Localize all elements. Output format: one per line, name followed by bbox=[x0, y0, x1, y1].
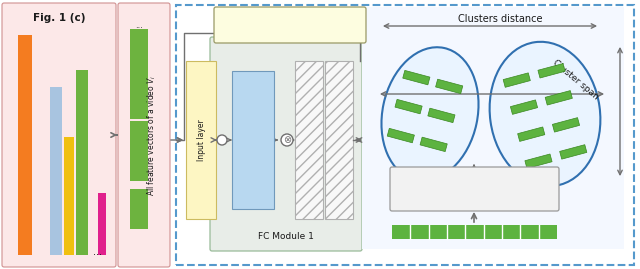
Bar bbox=[428, 108, 455, 123]
Bar bbox=[420, 137, 447, 152]
Circle shape bbox=[217, 135, 227, 145]
Bar bbox=[392, 225, 557, 239]
Text: Binary Clustering: Binary Clustering bbox=[432, 184, 516, 194]
Text: ⊗: ⊗ bbox=[283, 135, 291, 145]
FancyBboxPatch shape bbox=[214, 7, 366, 43]
Bar bbox=[50, 87, 62, 255]
Bar bbox=[552, 118, 580, 132]
Text: Fig. 1 (g) NSM-1: Fig. 1 (g) NSM-1 bbox=[249, 20, 331, 30]
Text: Input layer: Input layer bbox=[196, 119, 205, 161]
FancyBboxPatch shape bbox=[118, 3, 170, 267]
Bar bbox=[130, 189, 148, 229]
Text: FC Module 1: FC Module 1 bbox=[258, 232, 314, 241]
Ellipse shape bbox=[381, 47, 479, 181]
Bar bbox=[130, 121, 148, 181]
Text: ...: ... bbox=[93, 247, 102, 257]
Text: Cluster span: Cluster span bbox=[551, 58, 600, 101]
Circle shape bbox=[281, 134, 293, 146]
Bar bbox=[387, 128, 415, 143]
Text: All feature vectors of a video $V_i$: All feature vectors of a video $V_i$ bbox=[146, 74, 158, 196]
Bar bbox=[176, 5, 634, 265]
Bar bbox=[64, 137, 74, 255]
Bar bbox=[232, 71, 274, 209]
Ellipse shape bbox=[490, 42, 600, 186]
Bar bbox=[362, 7, 624, 249]
FancyBboxPatch shape bbox=[210, 37, 362, 251]
Text: ...: ... bbox=[135, 21, 143, 30]
Bar bbox=[130, 29, 148, 119]
Bar bbox=[395, 99, 422, 114]
Bar bbox=[76, 70, 88, 255]
Bar bbox=[538, 63, 565, 78]
Bar bbox=[403, 70, 430, 85]
Text: Clusters distance: Clusters distance bbox=[458, 14, 542, 24]
Text: FC - 1 (512): FC - 1 (512) bbox=[248, 118, 257, 162]
FancyBboxPatch shape bbox=[2, 3, 116, 267]
Bar bbox=[98, 193, 106, 255]
FancyBboxPatch shape bbox=[390, 167, 559, 211]
Bar bbox=[186, 61, 216, 219]
Bar bbox=[325, 61, 353, 219]
Bar bbox=[18, 35, 32, 255]
Bar bbox=[295, 61, 323, 219]
Bar bbox=[525, 154, 552, 168]
Bar bbox=[436, 79, 463, 94]
Bar bbox=[559, 145, 587, 159]
Bar bbox=[545, 91, 572, 105]
Bar bbox=[503, 73, 531, 87]
Text: Fig. 1 (c): Fig. 1 (c) bbox=[33, 13, 85, 23]
Bar bbox=[518, 127, 545, 141]
Bar bbox=[510, 100, 538, 114]
